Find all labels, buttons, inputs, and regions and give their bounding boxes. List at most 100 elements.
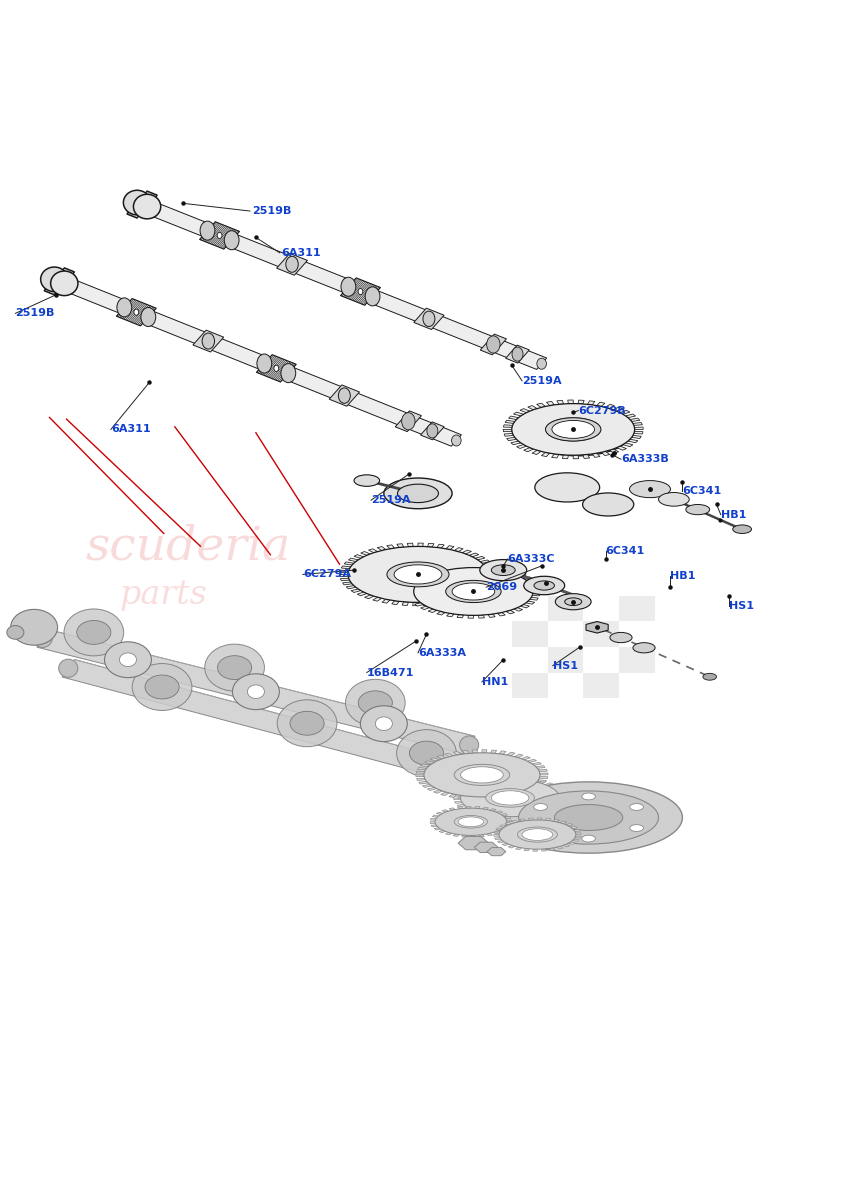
- Polygon shape: [582, 455, 589, 458]
- Polygon shape: [552, 820, 559, 822]
- Polygon shape: [462, 550, 471, 554]
- Polygon shape: [558, 799, 566, 802]
- Polygon shape: [429, 822, 435, 823]
- Ellipse shape: [564, 598, 581, 606]
- Ellipse shape: [124, 191, 151, 215]
- Polygon shape: [519, 818, 525, 821]
- Polygon shape: [486, 568, 495, 571]
- Ellipse shape: [7, 625, 24, 640]
- Polygon shape: [567, 400, 573, 403]
- Polygon shape: [490, 750, 496, 754]
- Polygon shape: [501, 568, 509, 571]
- Polygon shape: [452, 834, 458, 836]
- Polygon shape: [417, 575, 426, 578]
- Polygon shape: [613, 407, 622, 412]
- Bar: [511, 622, 547, 647]
- Polygon shape: [354, 554, 363, 558]
- Polygon shape: [538, 780, 546, 784]
- Polygon shape: [506, 820, 511, 822]
- Polygon shape: [458, 596, 467, 600]
- Polygon shape: [256, 355, 296, 382]
- Polygon shape: [531, 584, 538, 588]
- Ellipse shape: [77, 620, 111, 644]
- Polygon shape: [585, 622, 607, 634]
- Ellipse shape: [491, 791, 528, 805]
- Polygon shape: [562, 845, 569, 847]
- Ellipse shape: [458, 817, 483, 827]
- Polygon shape: [503, 425, 512, 427]
- Polygon shape: [458, 836, 488, 850]
- Polygon shape: [516, 444, 526, 449]
- Polygon shape: [573, 455, 578, 458]
- Polygon shape: [535, 766, 544, 768]
- Polygon shape: [473, 812, 481, 816]
- Polygon shape: [536, 403, 544, 408]
- Polygon shape: [494, 838, 500, 840]
- Ellipse shape: [401, 413, 415, 430]
- Ellipse shape: [348, 546, 487, 602]
- Polygon shape: [501, 814, 507, 816]
- Ellipse shape: [460, 767, 503, 782]
- Polygon shape: [339, 570, 348, 572]
- Polygon shape: [454, 547, 463, 552]
- Polygon shape: [550, 786, 558, 788]
- Ellipse shape: [534, 473, 599, 502]
- Polygon shape: [538, 769, 547, 772]
- Polygon shape: [436, 612, 445, 614]
- Polygon shape: [492, 832, 499, 834]
- Ellipse shape: [702, 673, 716, 680]
- Ellipse shape: [629, 824, 642, 832]
- Ellipse shape: [485, 788, 534, 808]
- Polygon shape: [498, 829, 505, 832]
- Polygon shape: [420, 422, 444, 440]
- Polygon shape: [444, 754, 452, 757]
- Polygon shape: [407, 595, 415, 598]
- Polygon shape: [401, 602, 408, 606]
- Polygon shape: [507, 752, 515, 756]
- Ellipse shape: [554, 804, 622, 830]
- Polygon shape: [575, 833, 580, 834]
- Polygon shape: [625, 414, 635, 418]
- Ellipse shape: [387, 562, 448, 587]
- Ellipse shape: [105, 642, 152, 678]
- Ellipse shape: [523, 576, 564, 595]
- Polygon shape: [544, 818, 550, 821]
- Ellipse shape: [536, 358, 546, 370]
- Polygon shape: [471, 750, 477, 754]
- Polygon shape: [544, 782, 553, 786]
- Ellipse shape: [511, 403, 634, 455]
- Polygon shape: [427, 787, 436, 791]
- Polygon shape: [630, 436, 641, 438]
- Ellipse shape: [460, 779, 559, 817]
- Polygon shape: [462, 750, 469, 754]
- Polygon shape: [532, 589, 539, 592]
- Polygon shape: [117, 299, 156, 326]
- Polygon shape: [428, 610, 436, 612]
- Polygon shape: [480, 560, 489, 563]
- Polygon shape: [469, 781, 478, 785]
- Polygon shape: [450, 599, 458, 602]
- Ellipse shape: [358, 691, 392, 715]
- Polygon shape: [417, 768, 426, 770]
- Ellipse shape: [290, 712, 324, 736]
- Polygon shape: [432, 815, 438, 817]
- Polygon shape: [441, 566, 449, 570]
- Ellipse shape: [117, 298, 131, 317]
- Polygon shape: [339, 575, 348, 576]
- Ellipse shape: [551, 420, 594, 438]
- Polygon shape: [452, 565, 458, 569]
- Ellipse shape: [360, 706, 407, 742]
- Polygon shape: [510, 793, 519, 797]
- Ellipse shape: [533, 804, 547, 810]
- Polygon shape: [476, 797, 481, 800]
- Polygon shape: [481, 814, 488, 817]
- Polygon shape: [434, 828, 440, 830]
- Ellipse shape: [486, 336, 499, 353]
- Polygon shape: [413, 308, 444, 330]
- Polygon shape: [596, 402, 604, 407]
- Polygon shape: [578, 400, 584, 404]
- Polygon shape: [481, 750, 486, 752]
- Polygon shape: [486, 797, 492, 800]
- Polygon shape: [524, 788, 533, 792]
- Ellipse shape: [202, 334, 215, 349]
